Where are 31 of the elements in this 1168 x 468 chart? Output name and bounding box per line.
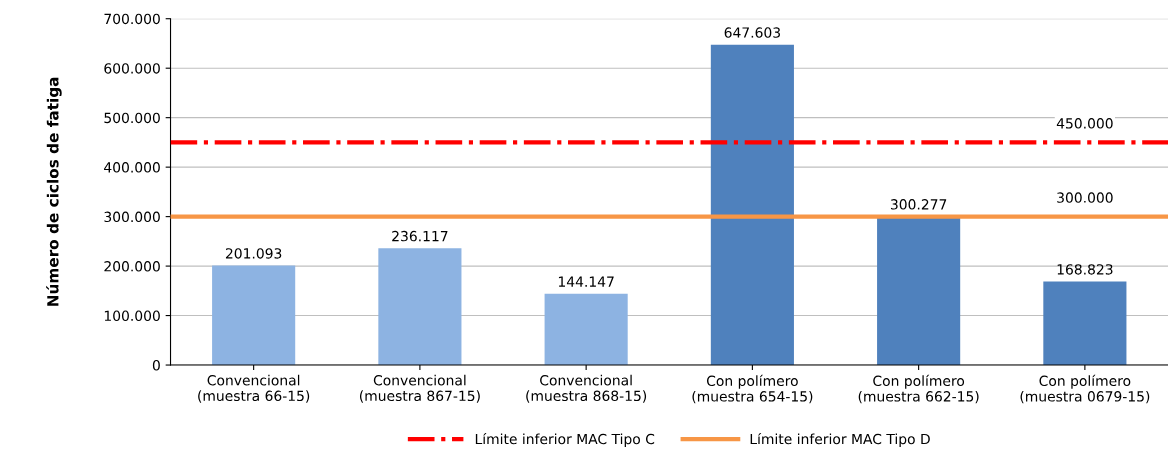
x-tick-label: Convencional (muestra 867-15): [359, 374, 480, 403]
y-tick-label: 600.000: [104, 63, 160, 74]
y-tick-label: 400.000: [104, 162, 160, 173]
y-tick-label: 500.000: [104, 112, 160, 124]
data-label: 201.093: [225, 248, 282, 259]
data-label: 647.603: [724, 27, 780, 38]
x-tick-label: Convencional (muestra 868-15): [526, 374, 647, 403]
y-tick-label: 300.000: [104, 211, 160, 223]
y-axis-title: Número de ciclos de fatiga: [46, 77, 62, 306]
y-tick-label: 700.000: [104, 13, 160, 25]
annotation: 300.000: [1057, 192, 1113, 203]
y-tick-label: 200.000: [104, 261, 160, 272]
legend-label: Límite inferior MAC Tipo C: [475, 432, 655, 447]
bar: [877, 216, 961, 366]
y-tick-label: 100.000: [104, 310, 160, 322]
data-label: 168.823: [1057, 264, 1113, 275]
x-tick-label: Con polímero (muestra 654-15): [692, 374, 813, 404]
bar: [544, 293, 628, 366]
data-label: 236.117: [392, 230, 448, 242]
bar: [212, 265, 296, 366]
bar: [1043, 281, 1127, 366]
bar: [710, 44, 794, 366]
legend-label: Límite inferior MAC Tipo D: [750, 432, 930, 447]
x-tick-label: Con polímero (muestra 662-15): [858, 374, 979, 404]
bar: [378, 248, 462, 366]
x-tick-label: Con polímero (muestra 0679-15): [1020, 374, 1150, 404]
data-label: 144.147: [558, 276, 614, 287]
x-tick-label: Convencional (muestra 66-15): [198, 374, 310, 403]
data-label: 300.277: [890, 199, 947, 210]
y-tick-label: 0: [152, 360, 160, 371]
annotation: 450.000: [1056, 118, 1113, 129]
